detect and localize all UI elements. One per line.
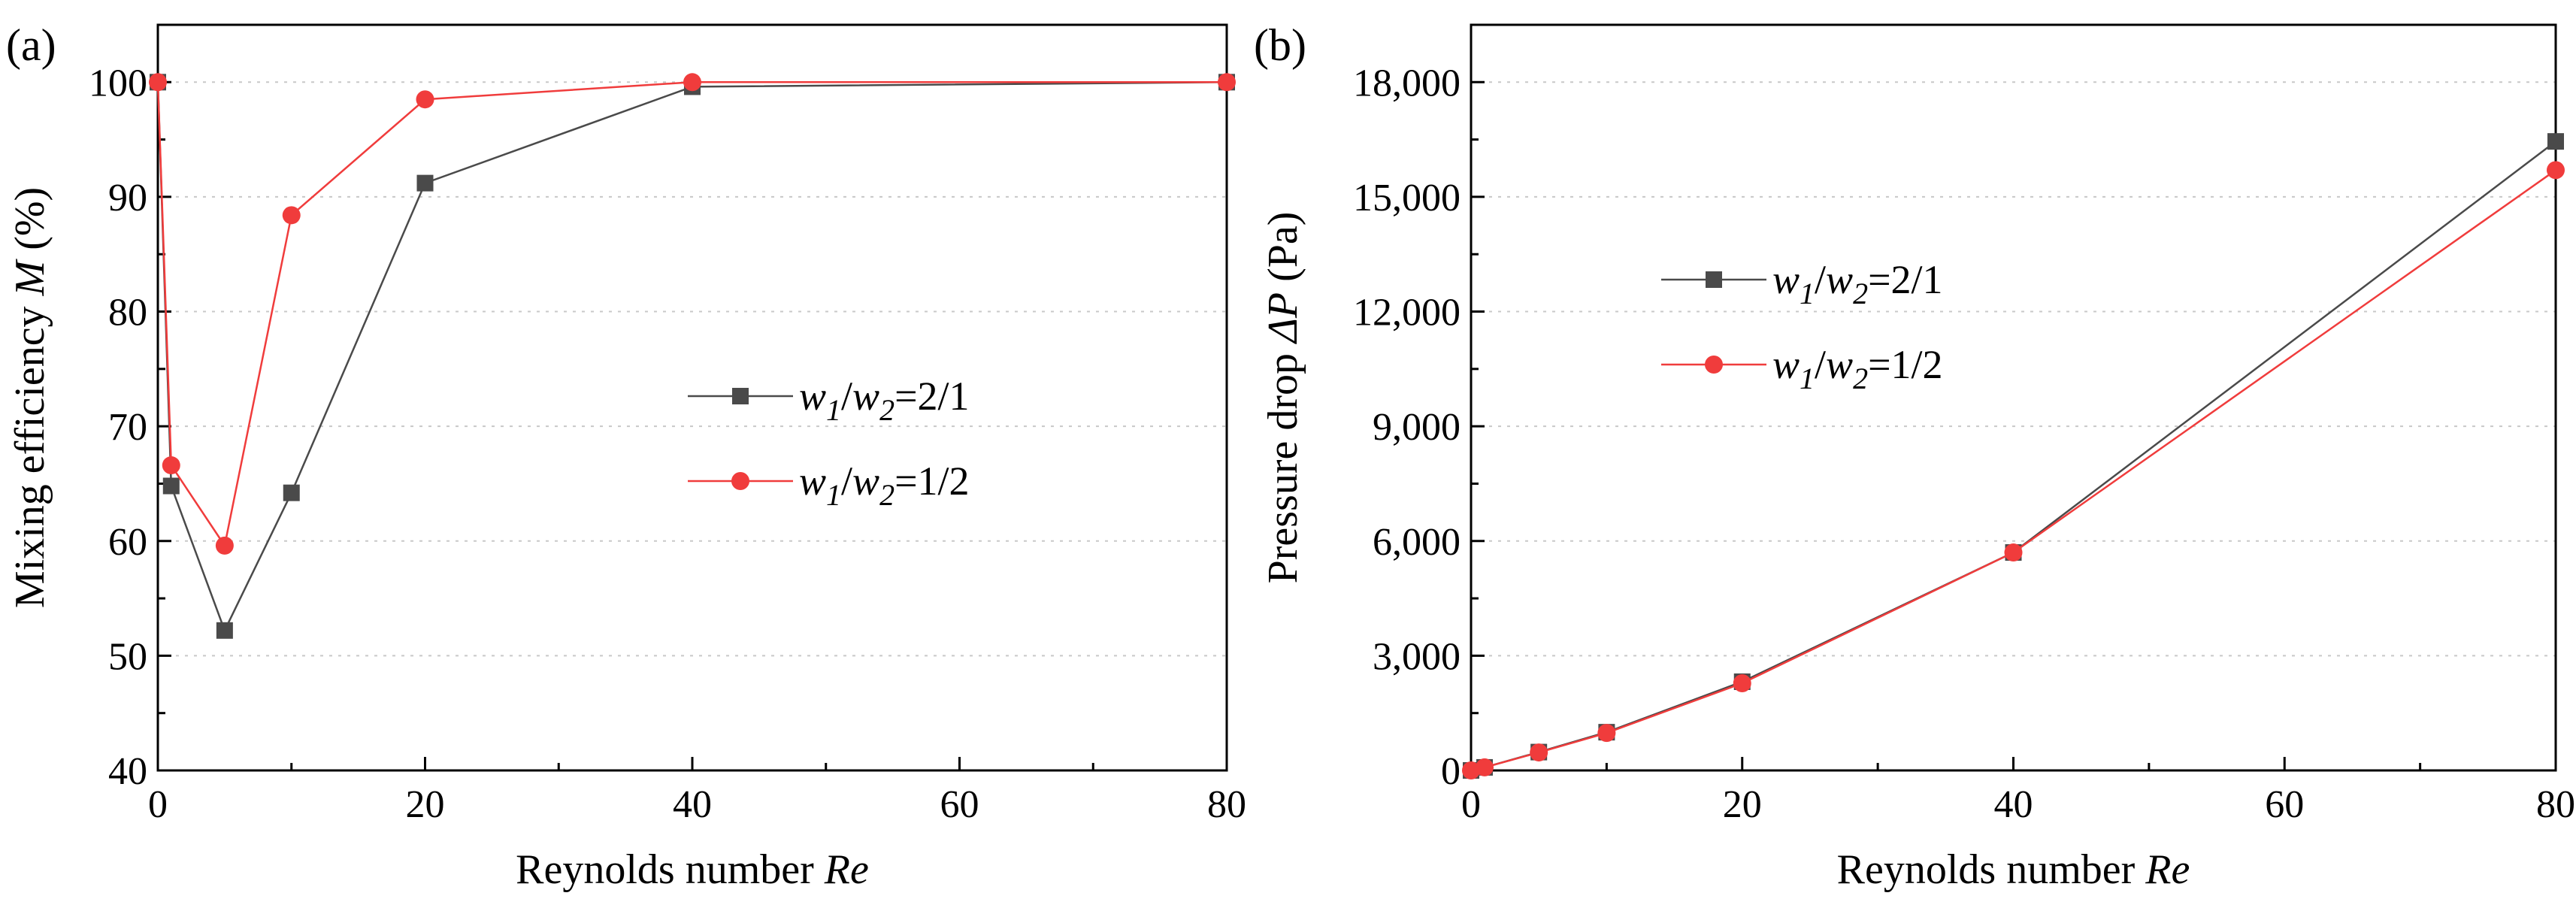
data-point: [1733, 674, 1751, 693]
y-tick-label: 12,000: [1353, 292, 1461, 334]
series-w1-w2-1-2: [149, 73, 1236, 555]
legend-entry: w1/w2=1/2: [1661, 342, 1943, 395]
data-point: [216, 622, 233, 639]
y-tick-label: 9,000: [1373, 406, 1461, 449]
data-point: [2547, 133, 2564, 150]
data-point: [416, 90, 434, 109]
data-point: [149, 73, 167, 92]
data-point: [283, 484, 300, 501]
panel-label: (a): [6, 20, 56, 70]
y-tick-label: 90: [108, 177, 147, 219]
x-tick-label: 40: [673, 783, 712, 826]
data-point: [215, 536, 234, 555]
chart-panel-b: 0 3,000 6,000 9,000 12,000 15,000 18,000 0 20 40 6…: [1254, 20, 2575, 893]
data-point: [162, 477, 180, 495]
x-tick-label: 0: [148, 783, 168, 826]
legend-label: w1/w2=2/1: [1772, 257, 1943, 310]
x-tick-label: 60: [2265, 783, 2304, 826]
legend-marker: [731, 472, 749, 490]
legend-label: w1/w2=2/1: [799, 374, 970, 427]
series-w1-w2-2-1: [150, 74, 1235, 639]
plot-frame: [1470, 23, 2557, 772]
panel-label: (b): [1254, 20, 1306, 70]
data-point: [1530, 743, 1548, 762]
x-axis-title: Reynolds number Re: [516, 846, 869, 893]
series-line: [156, 81, 1227, 549]
y-tick-label: 18,000: [1353, 62, 1461, 104]
data-point: [2547, 161, 2565, 180]
x-tick-label: 80: [1207, 783, 1246, 826]
y-tick-label: 40: [108, 750, 147, 793]
data-point: [416, 174, 434, 192]
legend-label: w1/w2=1/2: [1772, 342, 1943, 395]
plot-frame: [156, 23, 1228, 772]
y-tick-label: 3,000: [1373, 635, 1461, 678]
series-line: [1470, 141, 2556, 772]
data-point: [1218, 73, 1236, 92]
data-point: [1462, 761, 1480, 779]
data-point: [282, 206, 301, 225]
x-tick-label: 60: [940, 783, 979, 826]
y-axis-title: Mixing efficiency M (%): [7, 187, 53, 608]
data-point: [2004, 543, 2023, 562]
x-tick-label: 0: [1461, 783, 1481, 826]
y-tick-label: 6,000: [1373, 521, 1461, 564]
data-point: [683, 73, 701, 92]
legend-marker: [1706, 271, 1722, 288]
legend-marker: [1705, 356, 1723, 374]
legend-entry: w1/w2=1/2: [688, 459, 970, 512]
series-line: [156, 81, 1227, 633]
y-tick-label: 60: [108, 521, 147, 564]
x-tick-label: 80: [2536, 783, 2575, 826]
series-w1-w2-1-2: [1462, 161, 2565, 779]
y-tick-label: 100: [89, 62, 147, 104]
y-tick-label: 80: [108, 292, 147, 334]
series-w1-w2-2-1: [1463, 133, 2564, 779]
y-tick-label: 70: [108, 406, 147, 449]
data-point: [162, 456, 180, 475]
y-tick-label: 0: [1441, 750, 1461, 793]
y-tick-label: 15,000: [1353, 177, 1461, 219]
y-axis-title: Pressure drop ΔP (Pa): [1260, 212, 1306, 584]
y-tick-label: 50: [108, 635, 147, 678]
x-axis-title: Reynolds number Re: [1837, 846, 2190, 893]
legend-marker: [732, 388, 749, 404]
x-tick-label: 20: [1723, 783, 1762, 826]
data-point: [1476, 758, 1494, 776]
series-line: [1470, 169, 2556, 772]
legend-entry: w1/w2=2/1: [688, 374, 970, 427]
x-tick-label: 40: [1994, 783, 2033, 826]
chart-panel-a: 40 50 60 70 80 90 100 0 20 40 60 80 Reynolds number …: [6, 20, 1246, 893]
x-tick-label: 20: [406, 783, 445, 826]
legend-label: w1/w2=1/2: [799, 459, 970, 512]
legend-entry: w1/w2=2/1: [1661, 257, 1943, 310]
data-point: [1597, 724, 1616, 743]
